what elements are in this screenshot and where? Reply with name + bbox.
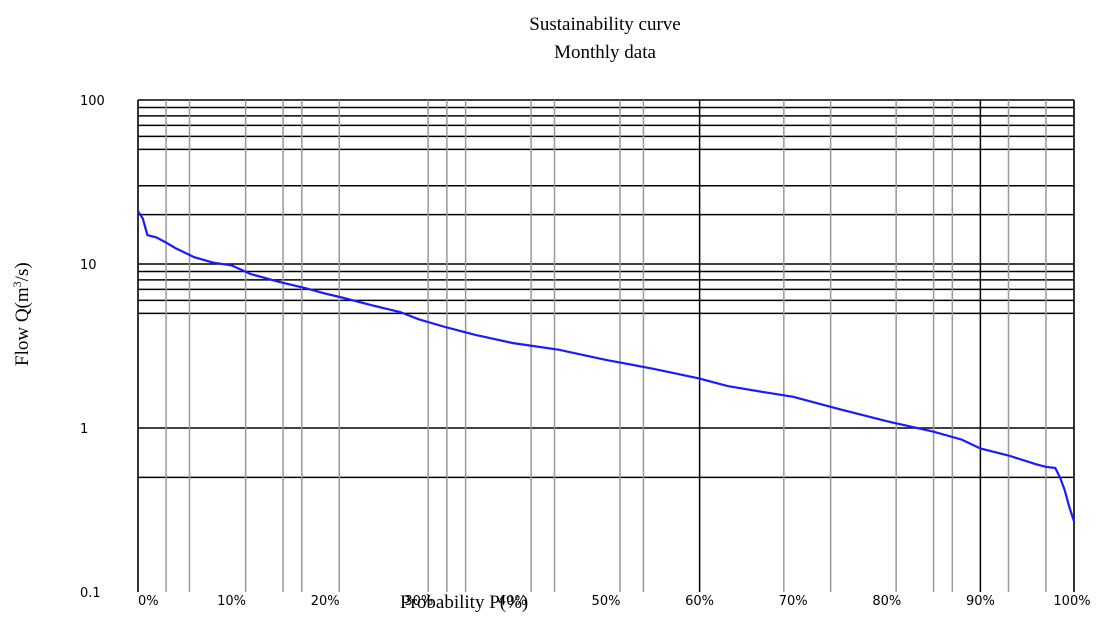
x-tick-label: 40% — [498, 594, 527, 609]
y-tick-label: 1 — [80, 422, 88, 437]
x-tick-label: 100% — [1053, 594, 1090, 609]
x-tick-label: 80% — [872, 594, 901, 609]
x-tick-label: 90% — [966, 594, 995, 609]
y-tick-label: 10 — [80, 258, 97, 273]
y-axis-label: Flow Q(m3/s) — [9, 262, 34, 366]
x-tick-label: 10% — [217, 594, 246, 609]
x-tick-label: 30% — [404, 594, 433, 609]
flow-duration-line — [137, 210, 1076, 522]
x-tick-label: 20% — [311, 594, 340, 609]
x-tick-label: 0% — [138, 594, 159, 609]
x-axis-label: Probability P(%) — [400, 592, 529, 613]
y-tick-label: 0.1 — [80, 586, 101, 601]
x-tick-label: 70% — [779, 594, 808, 609]
x-tick-label: 50% — [592, 594, 621, 609]
chart-title: Sustainability curve — [529, 14, 681, 35]
chart-subtitle: Monthly data — [554, 42, 656, 63]
x-tick-label: 60% — [685, 594, 714, 609]
y-tick-label: 100 — [80, 94, 105, 109]
